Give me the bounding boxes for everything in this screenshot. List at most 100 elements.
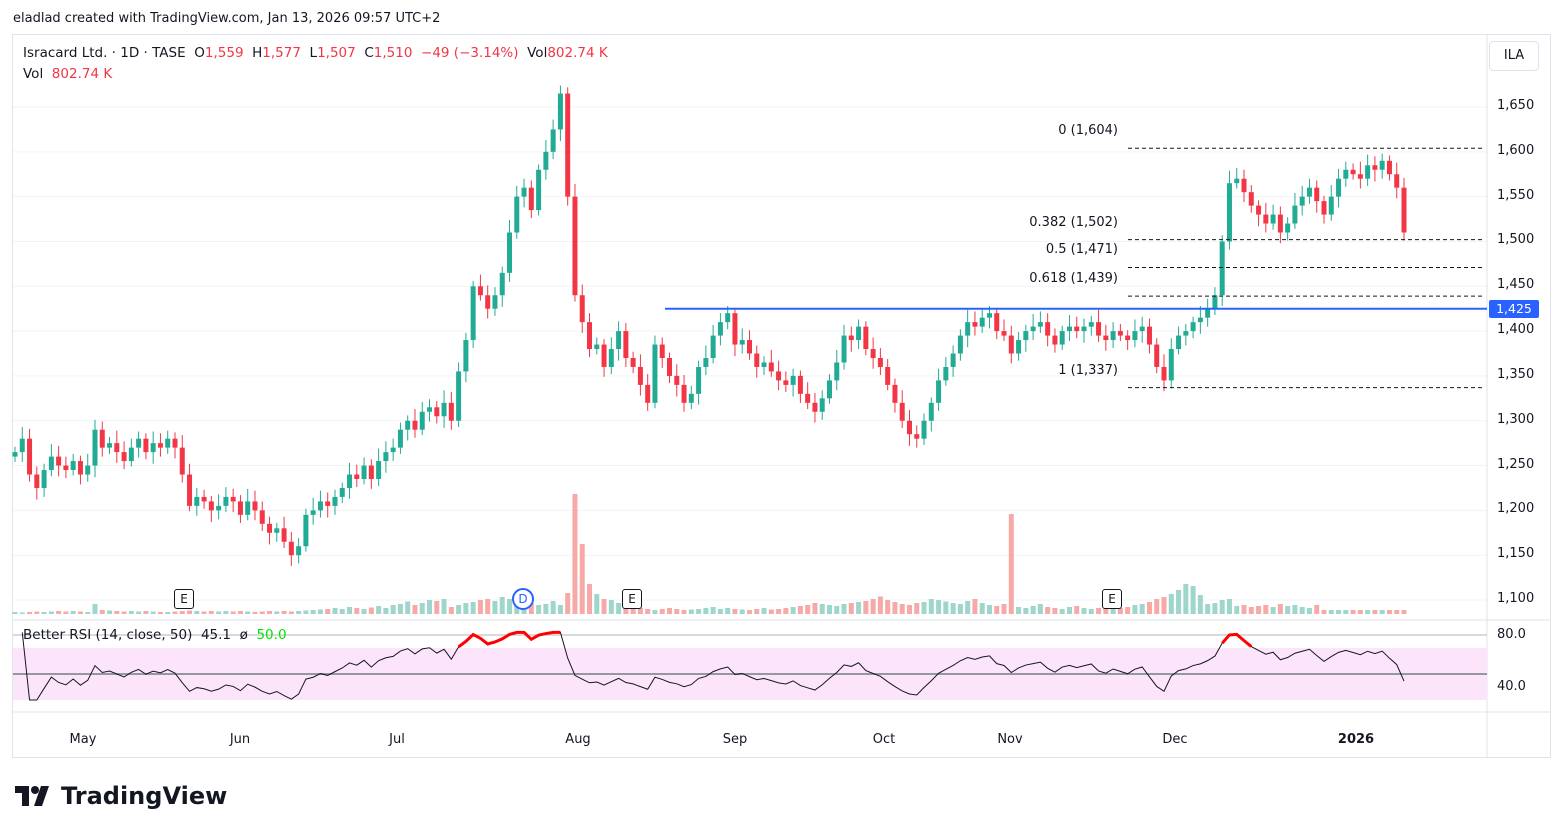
- candle-body: [252, 501, 258, 511]
- volume-bar: [768, 609, 774, 614]
- candle-body: [587, 322, 593, 350]
- volume-bar: [390, 605, 396, 614]
- candle-body: [223, 496, 229, 506]
- open-value: 1,559: [204, 45, 244, 61]
- vol-value: 802.74 K: [547, 45, 608, 61]
- volume-bar: [1117, 608, 1123, 614]
- volume-bar: [754, 609, 760, 614]
- volume-bar: [594, 594, 600, 614]
- volume-bar: [776, 609, 782, 614]
- volume-bar: [245, 611, 251, 614]
- currency-button[interactable]: ILA: [1489, 41, 1539, 71]
- volume-bar: [550, 601, 556, 614]
- volume-bar: [812, 603, 818, 614]
- volume-bar: [630, 606, 636, 614]
- volume-bar: [230, 611, 236, 614]
- candle-body: [717, 322, 723, 336]
- candle-body: [870, 349, 876, 358]
- candle-body: [943, 366, 949, 381]
- earnings-marker[interactable]: E: [622, 589, 642, 609]
- candle-body: [1146, 326, 1152, 345]
- candle-body: [1132, 331, 1138, 341]
- symbol-name[interactable]: Isracard Ltd. · 1D · TASE: [23, 45, 186, 61]
- fib-label: 0 (1,604): [1058, 123, 1118, 139]
- candle-body: [56, 456, 62, 466]
- volume-bar: [1372, 610, 1378, 614]
- volume-bar: [703, 608, 709, 614]
- volume-label[interactable]: Vol: [23, 66, 44, 82]
- volume-bar: [1256, 606, 1262, 614]
- earnings-marker[interactable]: E: [174, 589, 194, 609]
- volume-bar: [1096, 608, 1102, 614]
- volume-bar: [172, 611, 178, 614]
- candle-body: [1168, 349, 1174, 381]
- candle-body: [194, 496, 200, 506]
- price-tick: 1,450: [1497, 277, 1535, 293]
- candle-body: [1045, 322, 1051, 336]
- volume-bar: [732, 609, 738, 614]
- volume-bar: [1161, 597, 1167, 614]
- rsi-overbought-line: [1221, 632, 1253, 648]
- vol-label: Vol: [527, 45, 548, 61]
- volume-bar: [1248, 607, 1254, 614]
- tradingview-logo[interactable]: TradingView: [15, 782, 227, 810]
- volume-bar: [899, 604, 905, 614]
- candle-body: [877, 357, 883, 367]
- candle-body: [1088, 322, 1094, 327]
- candle-body: [899, 402, 905, 421]
- volume-bar: [637, 608, 643, 614]
- candle-body: [303, 514, 309, 547]
- earnings-marker[interactable]: E: [1102, 589, 1122, 609]
- candle-body: [856, 326, 862, 341]
- candle-body: [841, 335, 847, 363]
- candle-body: [1328, 196, 1334, 215]
- candle-body: [245, 501, 251, 515]
- candle-body: [230, 496, 236, 502]
- volume-bar: [456, 605, 462, 614]
- candle-body: [499, 272, 505, 296]
- volume-bar: [143, 611, 149, 614]
- candle-body: [267, 523, 273, 533]
- volume-bar: [1066, 607, 1072, 614]
- volume-bar: [70, 611, 76, 614]
- candle-body: [921, 420, 927, 439]
- candle-body: [986, 313, 992, 318]
- volume-bar: [223, 611, 229, 614]
- candle-body: [543, 151, 549, 170]
- candle-body: [979, 317, 985, 327]
- candle-body: [470, 286, 476, 341]
- rsi-label[interactable]: Better RSI (14, close, 50): [23, 627, 193, 643]
- volume-bar: [48, 611, 54, 614]
- volume-bar: [972, 599, 978, 614]
- volume-bar: [986, 605, 992, 614]
- volume-bar: [667, 608, 673, 614]
- volume-bar: [157, 612, 163, 614]
- volume-bar: [979, 603, 985, 614]
- candle-body: [165, 438, 171, 448]
- dividend-marker[interactable]: D: [512, 588, 534, 610]
- volume-bar: [805, 605, 811, 614]
- volume-bar: [463, 603, 469, 614]
- candle-body: [528, 187, 534, 211]
- candle-body: [1052, 335, 1058, 345]
- candle-body: [427, 407, 433, 412]
- volume-bar: [56, 611, 62, 614]
- candle-body: [259, 510, 265, 524]
- candle-body: [928, 402, 934, 421]
- volume-bar: [187, 610, 193, 614]
- volume-bar: [1357, 610, 1363, 614]
- candle-body: [41, 470, 47, 488]
- candle-body: [579, 295, 585, 323]
- symbol-legend: Isracard Ltd. · 1D · TASE O1,559 H1,577 …: [23, 45, 608, 61]
- volume-bar: [150, 611, 156, 614]
- volume-bar: [1023, 608, 1029, 614]
- candle-body: [1154, 344, 1160, 367]
- volume-bar: [1081, 608, 1087, 614]
- volume-bar: [790, 607, 796, 614]
- candle-body: [914, 434, 920, 439]
- candle-body: [819, 398, 825, 412]
- candle-body: [1205, 308, 1211, 318]
- candle-body: [957, 335, 963, 354]
- candle-body: [368, 465, 374, 480]
